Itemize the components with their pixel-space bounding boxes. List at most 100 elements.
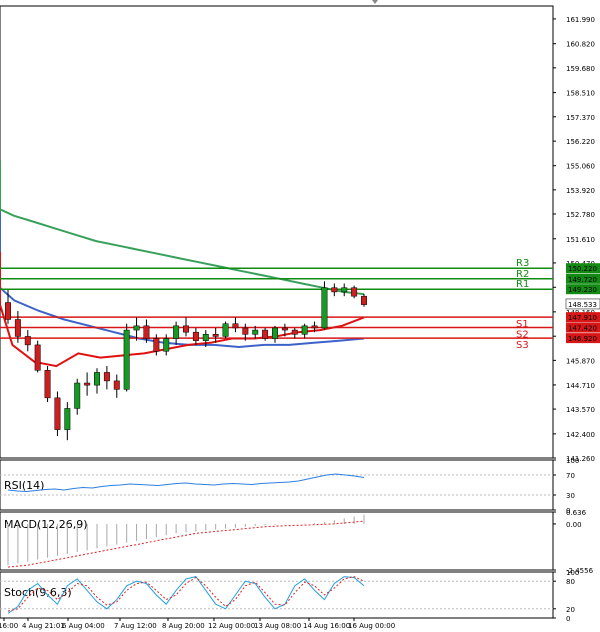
price-tick-label: 158.510	[566, 90, 595, 98]
candle	[84, 372, 91, 396]
price-tick-label: 160.820	[566, 41, 595, 49]
candle-body	[301, 325, 308, 335]
panel-tick-label: 0.00	[566, 521, 582, 529]
level-name-s3: S3	[516, 340, 529, 351]
current-price-label: 148.533	[568, 301, 597, 309]
candle-body	[153, 338, 160, 352]
candle	[143, 319, 150, 343]
candle	[192, 327, 199, 345]
level-price-label: 147.910	[568, 314, 597, 322]
candle	[242, 323, 249, 341]
level-price-box	[566, 322, 600, 333]
stoch-k-line	[7, 576, 365, 614]
macd-panel: MACD(12,26,9) 0.636 0.00 -2.4556	[0, 509, 594, 575]
candle-body	[222, 323, 229, 337]
level-name-s2: S2	[516, 330, 529, 341]
candle-body	[252, 329, 259, 335]
panel-tick-label: 0.636	[566, 509, 587, 517]
candle	[44, 366, 51, 403]
candle	[64, 402, 71, 441]
candle	[262, 327, 269, 341]
time-tick-label: 14 Aug 16:00	[303, 622, 350, 630]
panel-tick-label: 100	[566, 569, 579, 577]
time-tick-label: 8 Aug 20:00	[162, 622, 205, 630]
panel-tick-label: 0	[566, 507, 570, 515]
candle	[311, 321, 318, 333]
candle	[291, 327, 298, 339]
level-price-box	[566, 263, 600, 274]
candle-body	[5, 302, 11, 320]
candle-body	[123, 329, 130, 390]
price-tick-label: 152.780	[566, 211, 595, 219]
candle-body	[351, 287, 358, 297]
level-price-label: 150.220	[568, 265, 597, 273]
level-name-r2: R2	[516, 269, 529, 280]
time-tick-label: 13 Aug 08:00	[254, 622, 301, 630]
candle-body	[262, 329, 269, 339]
candle-body	[281, 327, 288, 331]
time-tick-label: 16 Aug 00:00	[348, 622, 395, 630]
candle-body	[54, 397, 61, 430]
candle-body	[341, 287, 348, 293]
candle	[252, 325, 259, 339]
time-tick-label: 7 Aug 12:00	[114, 622, 157, 630]
scroll-marker-icon	[372, 0, 378, 4]
candle	[301, 323, 308, 339]
candle	[14, 311, 21, 343]
candle-body	[64, 408, 71, 430]
price-tick-label: 151.610	[566, 236, 595, 244]
candle-body	[242, 327, 249, 335]
candle-body	[113, 380, 120, 390]
time-tick-label: 12 Aug 00:00	[208, 622, 255, 630]
candle-body	[44, 370, 51, 399]
price-tick-label: 155.060	[566, 163, 595, 171]
candle-body	[291, 329, 298, 335]
candle	[173, 321, 180, 345]
panel-tick-label: 20	[566, 606, 575, 614]
candle-body	[74, 382, 81, 409]
time-tick-label: 4 Aug 21:01	[22, 622, 65, 630]
candle	[341, 283, 348, 297]
price-tick-label: 145.870	[566, 357, 595, 365]
candle	[133, 317, 140, 341]
macd-label: MACD(12,26,9)	[4, 518, 88, 531]
price-tick-label: 161.990	[566, 16, 595, 24]
candle	[222, 321, 229, 339]
price-tick-label: 156.220	[566, 138, 595, 146]
candle-body	[84, 382, 91, 386]
level-price-box	[566, 312, 600, 323]
moving-average-line	[0, 160, 365, 296]
candle-body	[173, 325, 180, 339]
panel-frame	[0, 511, 554, 571]
candle-body	[133, 325, 140, 331]
rsi-panel: RSI(14) 100 70 30 0	[0, 457, 579, 515]
candle-body	[163, 338, 170, 352]
price-frame	[0, 5, 554, 459]
candle	[183, 317, 189, 337]
price-tick-label: 144.710	[566, 382, 595, 390]
time-tick-label: 6 Aug 04:00	[62, 622, 105, 630]
level-price-label: 149.720	[568, 276, 597, 284]
level-price-box	[566, 284, 600, 295]
price-tick-label: 153.920	[566, 187, 595, 195]
price-panel: 161.990 160.820 159.680 158.510 157.370 156.2…	[0, 0, 600, 463]
candle-body	[331, 287, 338, 293]
candle	[281, 323, 288, 337]
price-tick-label: 142.400	[566, 431, 595, 439]
candle	[202, 330, 209, 348]
price-tick-label: 157.370	[566, 114, 595, 122]
candle	[113, 374, 120, 398]
candle-body	[272, 327, 278, 339]
candle-body	[183, 325, 189, 333]
candle	[321, 281, 328, 331]
rsi-line	[7, 473, 365, 493]
candle	[361, 294, 367, 307]
level-name-s1: S1	[516, 319, 529, 330]
candle-body	[232, 323, 239, 329]
candle-body	[94, 372, 100, 386]
candle	[163, 334, 170, 356]
candle-body	[321, 287, 328, 329]
candle	[351, 285, 358, 299]
